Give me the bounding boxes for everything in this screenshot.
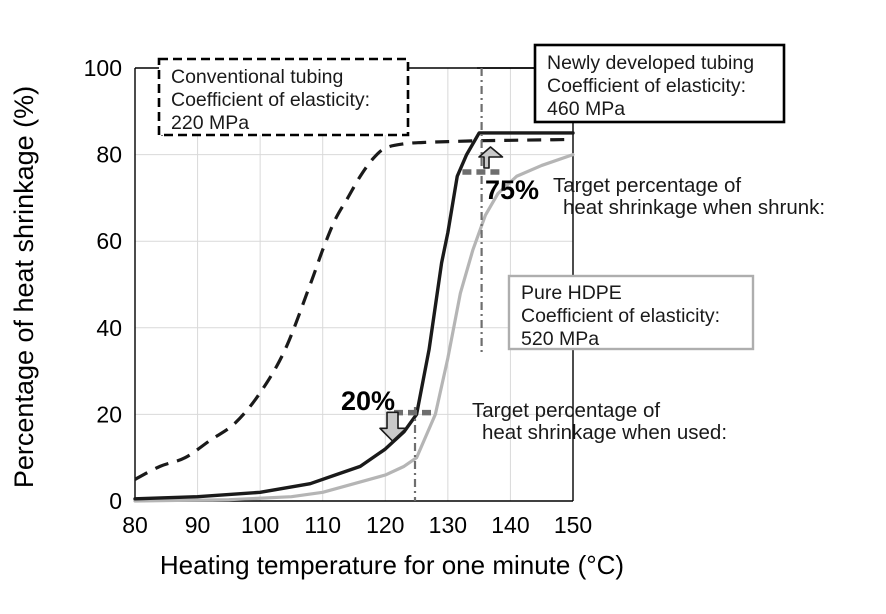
svg-text:80: 80 <box>122 512 148 538</box>
svg-text:75%: 75% <box>485 175 539 205</box>
svg-text:520 MPa: 520 MPa <box>521 328 599 350</box>
svg-text:40: 40 <box>96 315 122 341</box>
svg-text:140: 140 <box>491 512 529 538</box>
svg-text:80: 80 <box>96 142 122 168</box>
svg-text:Conventional tubing: Conventional tubing <box>171 66 343 88</box>
svg-text:Heating temperature for one mi: Heating temperature for one minute (°C) <box>160 550 624 580</box>
svg-text:Pure HDPE: Pure HDPE <box>521 282 622 304</box>
svg-text:Target percentage of: Target percentage of <box>553 174 741 197</box>
svg-text:Coefficient of elasticity:: Coefficient of elasticity: <box>171 89 370 111</box>
svg-text:Coefficient of elasticity:: Coefficient of elasticity: <box>521 305 720 327</box>
svg-text:0: 0 <box>109 488 122 514</box>
svg-text:Newly developed tubing: Newly developed tubing <box>547 52 754 74</box>
svg-text:150: 150 <box>554 512 592 538</box>
svg-text:100: 100 <box>84 55 122 81</box>
svg-text:460 MPa: 460 MPa <box>547 98 625 120</box>
svg-text:heat shrinkage when used:: heat shrinkage when used: <box>482 421 727 444</box>
svg-text:110: 110 <box>304 512 341 538</box>
svg-text:Target percentage of: Target percentage of <box>472 399 660 422</box>
svg-text:220 MPa: 220 MPa <box>171 112 249 134</box>
svg-text:Percentage of heat shrinkage (: Percentage of heat shrinkage (%) <box>9 86 39 488</box>
svg-text:100: 100 <box>241 512 279 538</box>
svg-text:heat shrinkage when shrunk:: heat shrinkage when shrunk: <box>563 196 825 219</box>
svg-text:20: 20 <box>96 401 122 427</box>
svg-text:120: 120 <box>366 512 404 538</box>
svg-text:20%: 20% <box>341 386 395 416</box>
svg-text:60: 60 <box>96 228 122 254</box>
svg-text:Coefficient of elasticity:: Coefficient of elasticity: <box>547 75 746 97</box>
svg-text:130: 130 <box>429 512 467 538</box>
svg-text:90: 90 <box>185 512 211 538</box>
